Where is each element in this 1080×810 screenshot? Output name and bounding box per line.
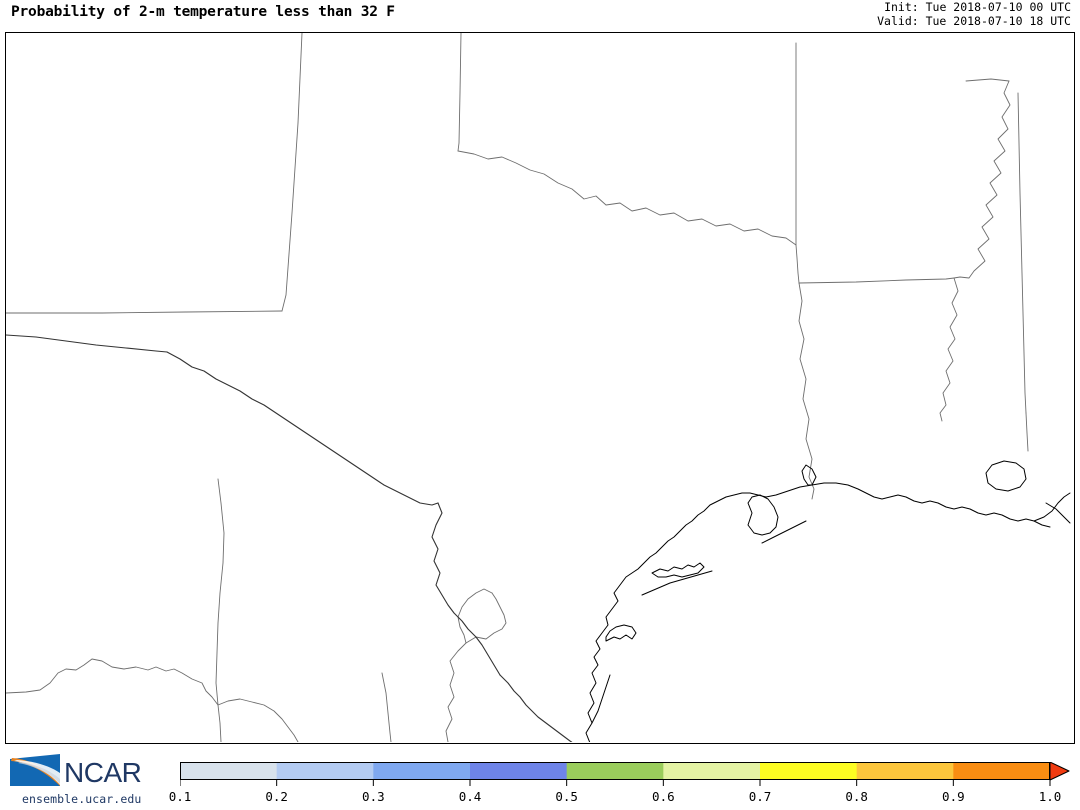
colorbar-band [276, 762, 374, 780]
colorbar-tick-label: 0.9 [942, 789, 965, 804]
border-ok-panhandle-west [457, 33, 462, 152]
colorbar-tick-label: 0.7 [748, 789, 772, 804]
footer-bar: NCAR ensemble.ucar.edu 0.1 0.2 0.3 0.4 0.5 0.… [0, 744, 1080, 810]
border-mx-nl-tamps [445, 642, 467, 742]
lake-pontchartrain [985, 460, 1027, 492]
colorbar-band [180, 762, 278, 780]
colorbar-tick-label: 0.3 [362, 789, 385, 804]
border-mx-nl-west [457, 588, 493, 644]
delta-birdsfoot [1045, 502, 1071, 524]
barrier-matagorda [641, 570, 713, 596]
bay-matagorda [651, 562, 705, 578]
colorbar-bands [180, 762, 1070, 781]
barrier-padre-island [591, 674, 611, 724]
colorbar-tick-label: 0.5 [555, 789, 578, 804]
colorbar-tick-label: 0.6 [652, 789, 675, 804]
ncar-logo-graphic: NCAR [10, 754, 142, 788]
border-us-mx-east [499, 674, 573, 742]
colorbar-band [953, 762, 1051, 780]
ncar-wordmark: NCAR [64, 757, 141, 788]
border-ms-al [1017, 92, 1027, 414]
lake-sabine [801, 464, 817, 486]
border-mx-south-1 [6, 658, 219, 706]
colorbar-extend-arrow [1049, 762, 1070, 781]
colorbar-tick-label: 1.0 [1038, 789, 1062, 804]
border-nm-tx-north [281, 33, 303, 312]
colorbar[interactable]: 0.1 0.2 0.3 0.4 0.5 0.6 0.7 0.8 0.9 1.0 [169, 762, 1070, 806]
colorbar-ticks [180, 780, 1051, 786]
state-borders-layer [6, 33, 1029, 742]
border-mx-south-2 [217, 698, 299, 742]
border-ms-river-north [953, 80, 1011, 279]
border-tx-ok-red-river [457, 150, 797, 246]
border-nm-south [6, 310, 283, 314]
border-tx-la-sabine [798, 282, 815, 500]
init-time-label: Init: Tue 2018-07-10 00 UTC [884, 0, 1071, 14]
map-geography [6, 33, 1071, 742]
colorbar-band [856, 762, 954, 780]
bay-galveston [747, 494, 779, 536]
colorbar-tick-label: 0.8 [845, 789, 868, 804]
coastline-layer [585, 460, 1071, 742]
colorbar-band [760, 762, 858, 780]
colorbar-tick-label: 0.2 [265, 789, 288, 804]
map-panel[interactable] [5, 32, 1075, 744]
colorbar-band [566, 762, 664, 780]
ncar-logo-mark [10, 754, 60, 786]
border-mx-nl-north [465, 592, 507, 644]
bay-corpus-christi [605, 624, 637, 642]
delta-mississippi [1033, 492, 1071, 522]
colorbar-band [373, 762, 471, 780]
page-title: Probability of 2-m temperature less than… [11, 4, 395, 20]
border-ms-north [965, 78, 1010, 82]
coastline-texas [585, 492, 767, 742]
ncar-logo[interactable]: NCAR ensemble.ucar.edu [8, 752, 168, 806]
border-ar-la [798, 277, 955, 284]
valid-time-label: Valid: Tue 2018-07-10 18 UTC [877, 13, 1071, 28]
logo-gray-swoosh [18, 762, 60, 784]
border-ms-al-coast [1025, 412, 1029, 452]
border-mx-chihuahua-east [215, 478, 225, 742]
border-la-ms [939, 277, 959, 422]
border-us-mx-west [166, 351, 439, 506]
country-border-layer [6, 334, 573, 742]
colorbar-tick-label: 0.4 [458, 789, 482, 804]
border-us-mx-far-west [6, 334, 168, 353]
ncar-url-label: ensemble.ucar.edu [22, 792, 142, 806]
border-tx-ok-east [795, 244, 800, 284]
forecast-time-block: Init: Tue 2018-07-10 00 UTC Valid: Tue 2… [877, 0, 1071, 28]
colorbar-band [470, 762, 568, 780]
colorbar-graphic [180, 762, 1070, 786]
header: Probability of 2-m temperature less than… [0, 0, 1080, 32]
coastline-louisiana [765, 482, 1051, 528]
barrier-galveston-island [761, 520, 807, 544]
colorbar-band [663, 762, 761, 780]
colorbar-outline [180, 762, 1050, 780]
colorbar-tick-label: 0.1 [168, 789, 192, 804]
border-mx-coahuila-nl [381, 672, 392, 742]
border-us-mx-bigbend [431, 502, 501, 676]
